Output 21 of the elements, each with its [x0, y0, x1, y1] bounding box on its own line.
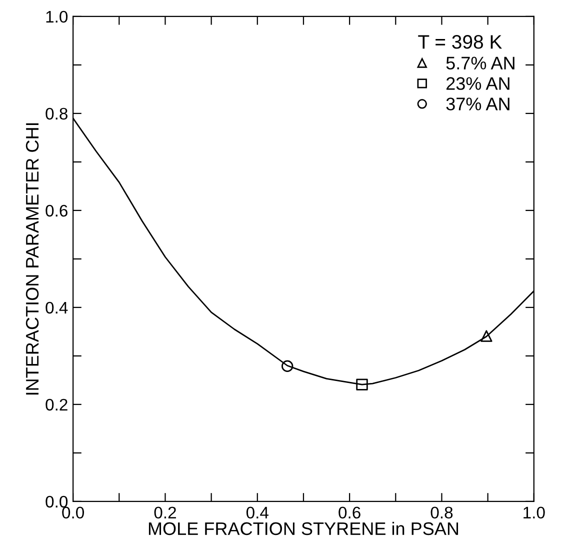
point [282, 360, 294, 372]
x-tick-label: 0.2 [154, 506, 176, 519]
y-tick-label: 0.8 [46, 108, 68, 120]
point [480, 330, 492, 342]
legend-title: T = 398 K [418, 35, 502, 49]
y-axis-title: INTERACTION PARAMETER CHI [26, 123, 39, 395]
y-tick-label: 0.0 [46, 496, 68, 508]
legend-label: 5.7% AN [446, 56, 514, 70]
y-tick-label: 0.6 [46, 204, 68, 217]
y-tick-label: 0.4 [46, 302, 68, 314]
x-tick-label: 0.4 [246, 506, 268, 519]
x-axis-title: MOLE FRACTION STYRENE in PSAN [148, 522, 458, 536]
legend-label: 37% AN [446, 98, 510, 110]
y-tick-label: 1.0 [46, 10, 68, 23]
point [356, 378, 368, 390]
x-tick-label: 0.6 [338, 506, 360, 519]
x-tick-label: 0.0 [62, 506, 84, 519]
x-tick-label: 1.0 [524, 506, 545, 519]
x-tick-label: 0.8 [430, 506, 453, 519]
y-tick-label: 0.2 [46, 398, 68, 411]
legend-label: 23% AN [446, 77, 510, 90]
